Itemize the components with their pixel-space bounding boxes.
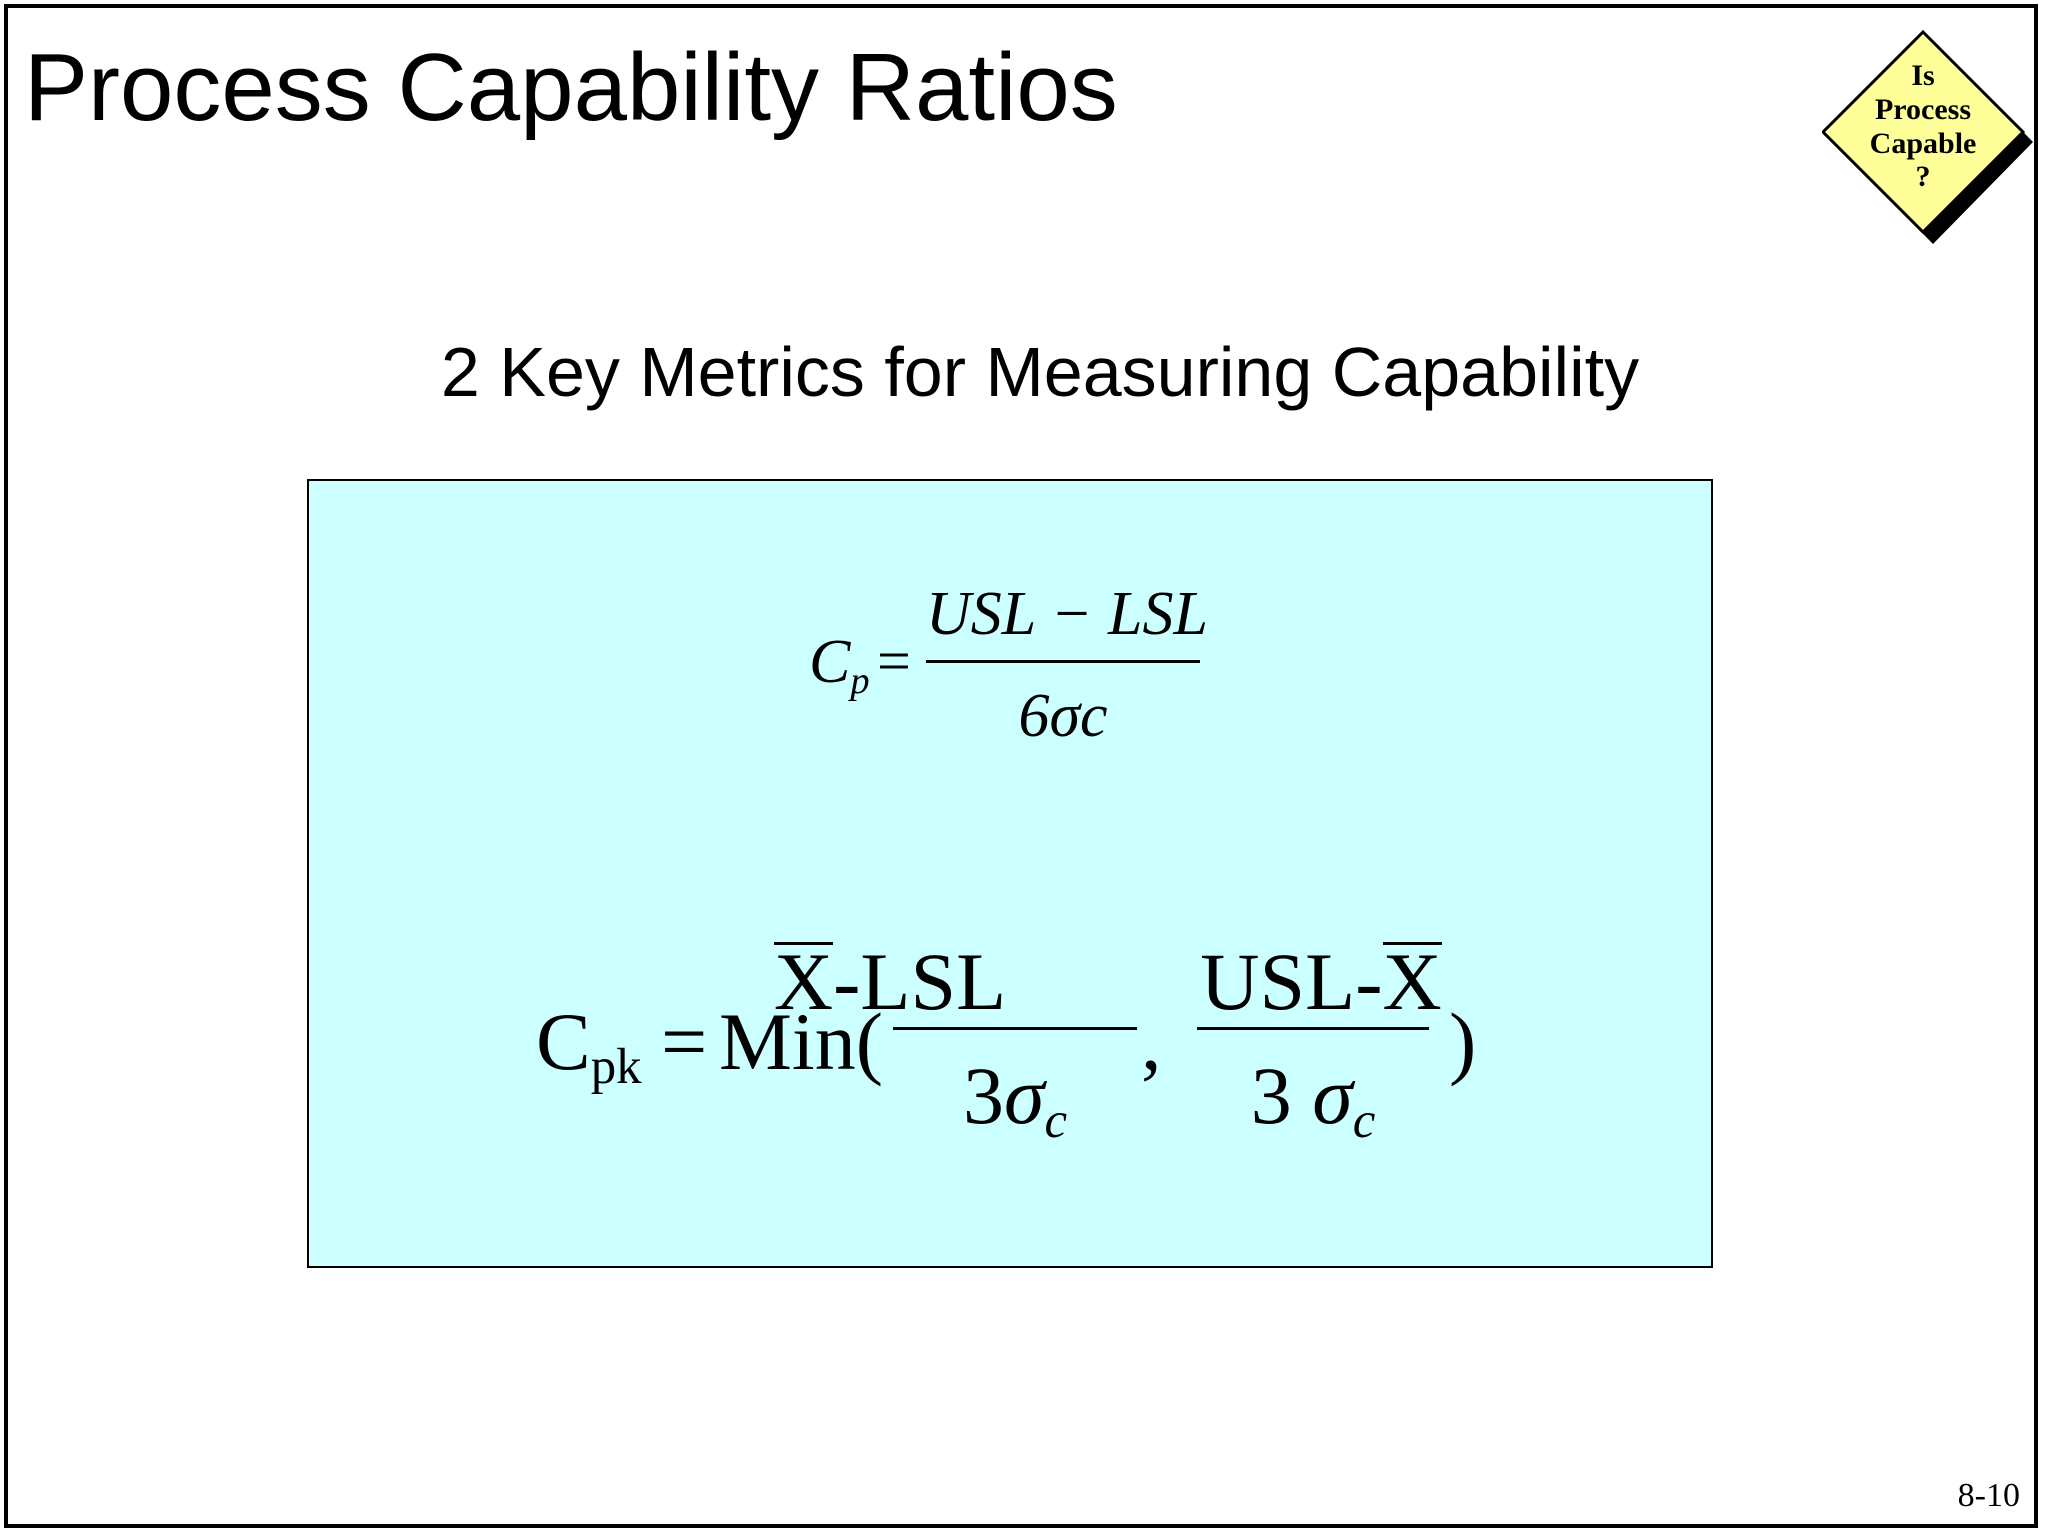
formula-box: Cp = USL − LSL 6σc Cpk = Min( X-LSL 3σc … <box>307 479 1713 1268</box>
cpk-equals: = <box>661 996 708 1087</box>
badge-line-3: Capable <box>1870 127 1977 160</box>
cpk-frac2-denominator: 3 σc <box>1250 1050 1376 1149</box>
cpk-frac2-bar <box>1197 1027 1429 1030</box>
process-capable-diamond-icon: Is Process Capable ? <box>1822 29 2033 244</box>
slide-subtitle: 2 Key Metrics for Measuring Capability <box>440 333 1640 411</box>
cp-equals: = <box>877 628 911 694</box>
cpk-frac1-denominator: 3σc <box>962 1050 1067 1149</box>
cpk-separator: , <box>1141 996 1162 1087</box>
cpk-lhs: Cpk <box>536 996 642 1095</box>
cp-denominator: 6σc <box>1018 682 1108 750</box>
badge-line-4: ? <box>1916 160 1931 193</box>
cpk-frac1-numerator: X-LSL <box>773 936 1007 1027</box>
cpk-close-paren: ) <box>1449 996 1477 1087</box>
cpk-frac2-numerator: USL-X <box>1200 936 1442 1027</box>
slide-title: Process Capability Ratios <box>24 34 1118 141</box>
cpk-frac1-bar <box>893 1027 1137 1030</box>
cpk-min-function: Min( <box>719 996 883 1087</box>
cp-fraction-bar <box>926 660 1200 663</box>
badge-line-1: Is <box>1911 59 1934 92</box>
page-number: 8-10 <box>1957 1477 2020 1514</box>
cp-numerator: USL − LSL <box>926 580 1208 648</box>
badge-line-2: Process <box>1875 93 1971 126</box>
slide-frame <box>4 4 2038 1528</box>
cp-lhs: Cp <box>809 628 870 702</box>
